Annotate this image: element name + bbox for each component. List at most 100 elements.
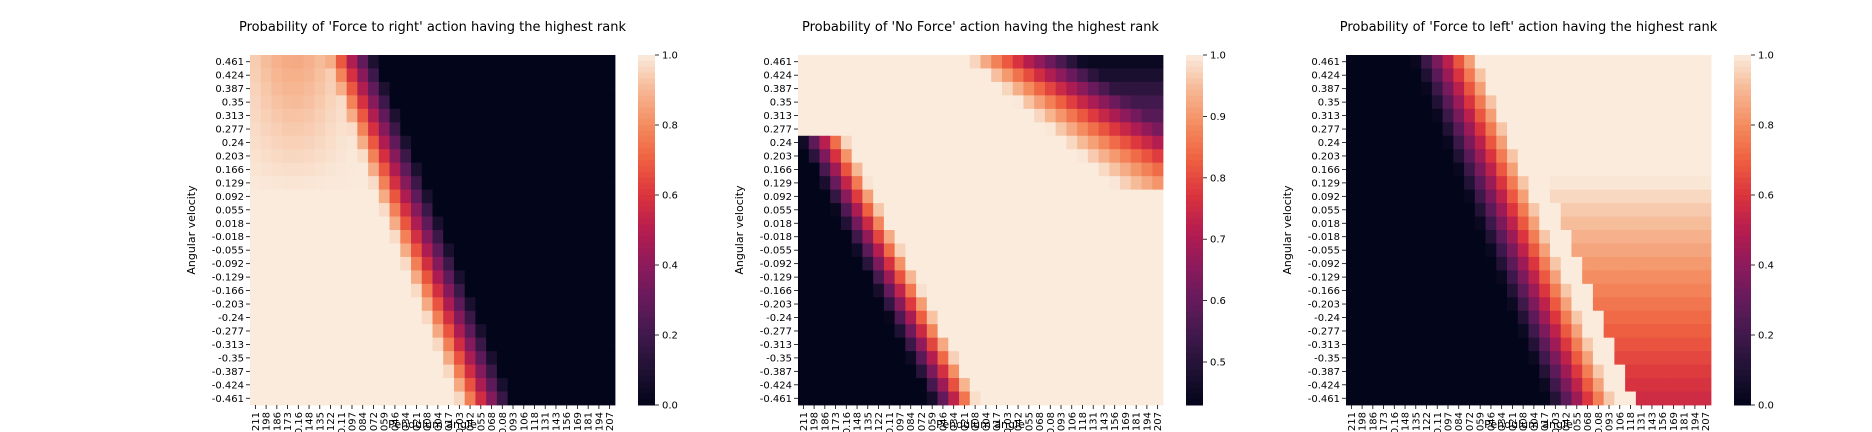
heatmap-cell [593,189,605,204]
heatmap-cell [572,378,584,392]
heatmap-cell [1001,149,1014,164]
heatmap-cell [1507,108,1519,123]
x-tick-label: -0.198 [1358,412,1369,432]
heatmap-cell [1464,310,1476,325]
heatmap-cell [507,378,519,392]
heatmap-cell [937,176,949,191]
heatmap-cell [539,324,551,339]
heatmap-cell [937,122,949,137]
y-tick-label: 0.166 [1311,165,1340,176]
heatmap-cell [1560,310,1572,325]
heatmap-cell [1141,216,1153,231]
y-tick-label: 0.129 [215,178,244,189]
heatmap-cell [464,176,476,191]
heatmap-cell [1582,324,1594,339]
heatmap-cell [1044,256,1057,271]
heatmap-cell [1442,176,1454,191]
heatmap-cell [1442,189,1454,204]
heatmap-cell [292,230,305,244]
heatmap-cell [368,189,380,204]
heatmap-cell [1539,310,1551,325]
heatmap-cell [798,351,810,366]
heatmap-cell [335,135,348,150]
colorbar-tick-label: 0.6 [1210,296,1226,307]
y-tick-label: -0.166 [760,286,792,297]
heatmap-cell [1571,162,1583,177]
heatmap-cell [271,135,283,150]
heatmap-cell [1496,68,1508,83]
heatmap-cell [1625,230,1637,244]
heatmap-cell [1346,243,1358,258]
heatmap-cell [1592,337,1605,352]
heatmap-cell [1442,243,1454,258]
heatmap-cell [1603,243,1615,258]
heatmap-cell [1012,81,1024,96]
y-tick-label: -0.166 [212,286,244,297]
x-tick-label: -0.11 [1433,412,1444,432]
heatmap-cell [851,310,863,325]
heatmap-cell [582,297,594,312]
heatmap-cell [561,122,573,137]
heatmap-cell [400,149,412,164]
heatmap-cell [840,364,853,379]
heatmap-cell [443,162,455,177]
colorbar-segment [1734,95,1751,103]
heatmap-cell [830,270,842,285]
heatmap-cell [1571,149,1583,164]
heatmap-cell [1603,108,1615,123]
heatmap-cell [1549,216,1562,231]
heatmap-cell [1668,230,1680,244]
heatmap-cell [862,68,874,83]
colorbar-segment [1186,60,1203,68]
heatmap-cell [1141,55,1153,69]
x-tick-label: -0.148 [1401,412,1412,432]
heatmap-cell [1507,81,1519,96]
heatmap-cell [873,149,885,164]
heatmap-cell [1152,310,1164,325]
heatmap-cell [1012,135,1024,150]
heatmap-cell [1077,243,1089,258]
heatmap-cell [1087,351,1099,366]
heatmap-cell [883,203,896,217]
heatmap-cell [1635,310,1647,325]
heatmap-cell [1442,162,1454,177]
heatmap-cell [1130,135,1142,150]
heatmap-cell [1130,324,1142,339]
heatmap-cell [1044,364,1057,379]
heatmap-cell [873,230,885,244]
heatmap-cell [959,122,971,137]
colorbar-segment [1734,90,1751,97]
heatmap-cell [1453,297,1465,312]
heatmap-cell [1700,176,1712,191]
heatmap-cell [561,364,573,379]
heatmap-cell [905,68,917,83]
heatmap-cell [1560,108,1572,123]
heatmap-cell [1614,283,1626,298]
heatmap-cell [1496,176,1508,191]
heatmap-cell [1356,95,1368,110]
colorbar-segment [1186,393,1203,400]
heatmap-cell [453,230,466,244]
heatmap-cell [1560,378,1572,392]
heatmap-cell [1517,55,1529,69]
heatmap-cell [1012,68,1024,83]
heatmap-cell [421,391,433,406]
heatmap-cell [1034,189,1046,204]
heatmap-cell [1689,149,1701,164]
heatmap-cell [991,122,1003,137]
x-tick-label: 0.093 [1057,412,1068,432]
heatmap-cell [1120,149,1132,164]
heatmap-cell [518,162,530,177]
heatmap-cell [1367,189,1379,204]
heatmap-cell [1044,162,1057,177]
colorbar-segment [638,119,655,126]
heatmap-cell [1474,310,1486,325]
heatmap-cell [1087,95,1099,110]
heatmap-cell [1507,162,1519,177]
heatmap-cell [1152,122,1164,137]
heatmap-cell [1657,162,1669,177]
x-tick-label: 0.08 [498,412,509,432]
heatmap-cell [368,55,380,69]
heatmap-cell [421,55,433,69]
y-tick-label: 0.092 [763,192,792,203]
